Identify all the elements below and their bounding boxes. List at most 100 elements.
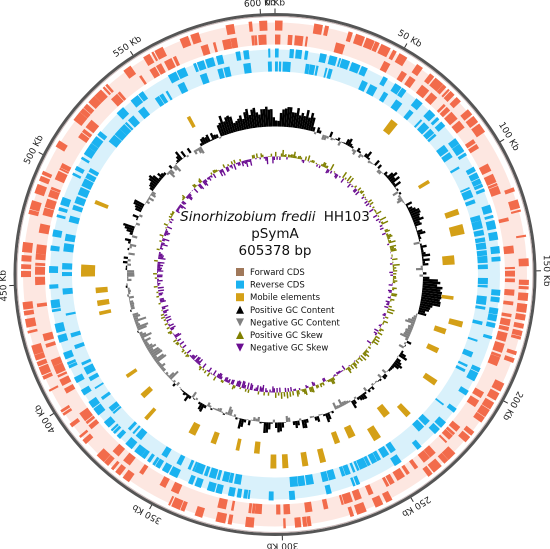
gc-skew-bar [327,379,330,383]
reverse-cds-feature [481,204,493,215]
gc-skew-bar [225,166,229,173]
gc-skew-bar [269,389,271,393]
reverse-cds-feature [434,121,446,132]
gc-skew-bar [338,370,341,374]
replicon-name: pSymA [251,226,299,242]
gc-skew-bar [374,336,377,339]
reverse-cds-feature [152,456,160,466]
gc-content-bar [257,416,261,422]
gc-content-bar [381,172,384,175]
reverse-cds-feature [464,199,476,207]
forward-cds-feature [516,302,528,313]
forward-cds-feature [347,506,355,518]
gc-content-bar [150,348,161,357]
gc-content-bar [169,169,175,175]
gc-skew-bar [238,161,241,166]
gc-content-bar [160,366,165,371]
gc-skew-bar [298,387,301,391]
gc-content-bar [128,298,131,301]
reverse-cds-feature [227,486,236,497]
gc-content-bar [270,109,273,127]
gc-content-bar [394,187,397,190]
gc-content-bar [413,241,420,245]
gc-skew-bar [284,154,287,158]
gc-skew-bar [238,381,242,388]
gc-content-bar [383,373,388,378]
gc-content-bar [407,317,416,323]
gc-skew-bar [353,185,355,188]
gc-skew-bar [379,224,383,228]
reverse-cds-feature [94,382,104,390]
gc-skew-bar [353,360,356,362]
legend-label: Positive GC Skew [250,331,323,341]
gc-content-bar [175,159,180,164]
gc-skew-bar [162,309,169,313]
gc-skew-bar [372,214,378,219]
gc-skew-bar [226,379,229,383]
reverse-cds-feature [74,196,87,207]
gc-content-bar [183,394,190,402]
gc-content-bar [329,411,332,413]
gc-skew-bar [326,169,330,174]
forward-cds-feature [248,503,253,514]
gc-skew-bar [390,274,393,276]
gc-skew-bar [156,295,160,298]
mobile-element-feature [382,119,398,136]
reverse-cds-feature [484,214,494,220]
forward-cds-feature [302,516,308,527]
reverse-cds-feature [485,220,497,231]
gc-skew-bar [379,328,385,332]
mobile-element-feature [94,200,109,209]
forward-cds-feature [437,452,449,464]
gc-skew-bar [387,243,390,246]
forward-cds-feature [88,419,100,430]
gc-skew-bar [329,163,335,171]
gc-skew-bar [391,254,393,257]
reverse-cds-feature [116,107,130,120]
gc-skew-bar [315,164,319,167]
mobile-element-feature [426,343,440,354]
gc-content-bar [231,415,234,417]
tick-label: 550 Kb [112,34,144,60]
reverse-cds-feature [154,95,165,107]
gc-content-bar [327,412,332,420]
gc-content-bar [353,396,357,400]
gc-skew-bar [259,157,262,160]
gc-content-bar [180,150,187,158]
legend-swatch [236,343,244,352]
gc-skew-bar [160,246,163,249]
gc-content-bar [277,120,280,127]
reverse-cds-feature [165,90,173,101]
gc-content-bar [186,154,190,158]
gc-skew-bar [220,376,223,380]
gc-skew-bar [367,199,373,203]
gc-skew-bar [160,313,165,317]
gc-content-bar [134,321,139,325]
gc-content-bar [134,207,142,213]
reverse-cds-feature [130,95,144,108]
reverse-cds-feature [132,425,141,435]
forward-cds-feature [283,504,291,515]
gc-skew-bar [162,236,164,239]
gc-content-bar [261,421,264,423]
mobile-element-feature [186,115,196,129]
forward-cds-feature [259,20,268,31]
forward-cds-feature [20,270,32,278]
gc-skew-bar [157,274,163,276]
gc-content-bar [134,224,137,227]
tick-mark [503,400,509,404]
gc-skew-bar [279,387,281,393]
gc-skew-bar [171,212,175,215]
gc-skew-bar [355,359,360,364]
gc-skew-bar [284,387,287,393]
forward-cds-feature [215,511,228,524]
gc-skew-bar [340,370,343,373]
gc-skew-bar [158,254,165,257]
gc-skew-bar [272,156,274,164]
gc-content-bar [363,391,367,395]
gc-content-bar [138,331,143,335]
backbone-ring [13,13,537,536]
reverse-cds-feature [430,117,440,126]
gc-skew-bar [322,382,325,386]
gc-skew-bar [363,351,370,358]
